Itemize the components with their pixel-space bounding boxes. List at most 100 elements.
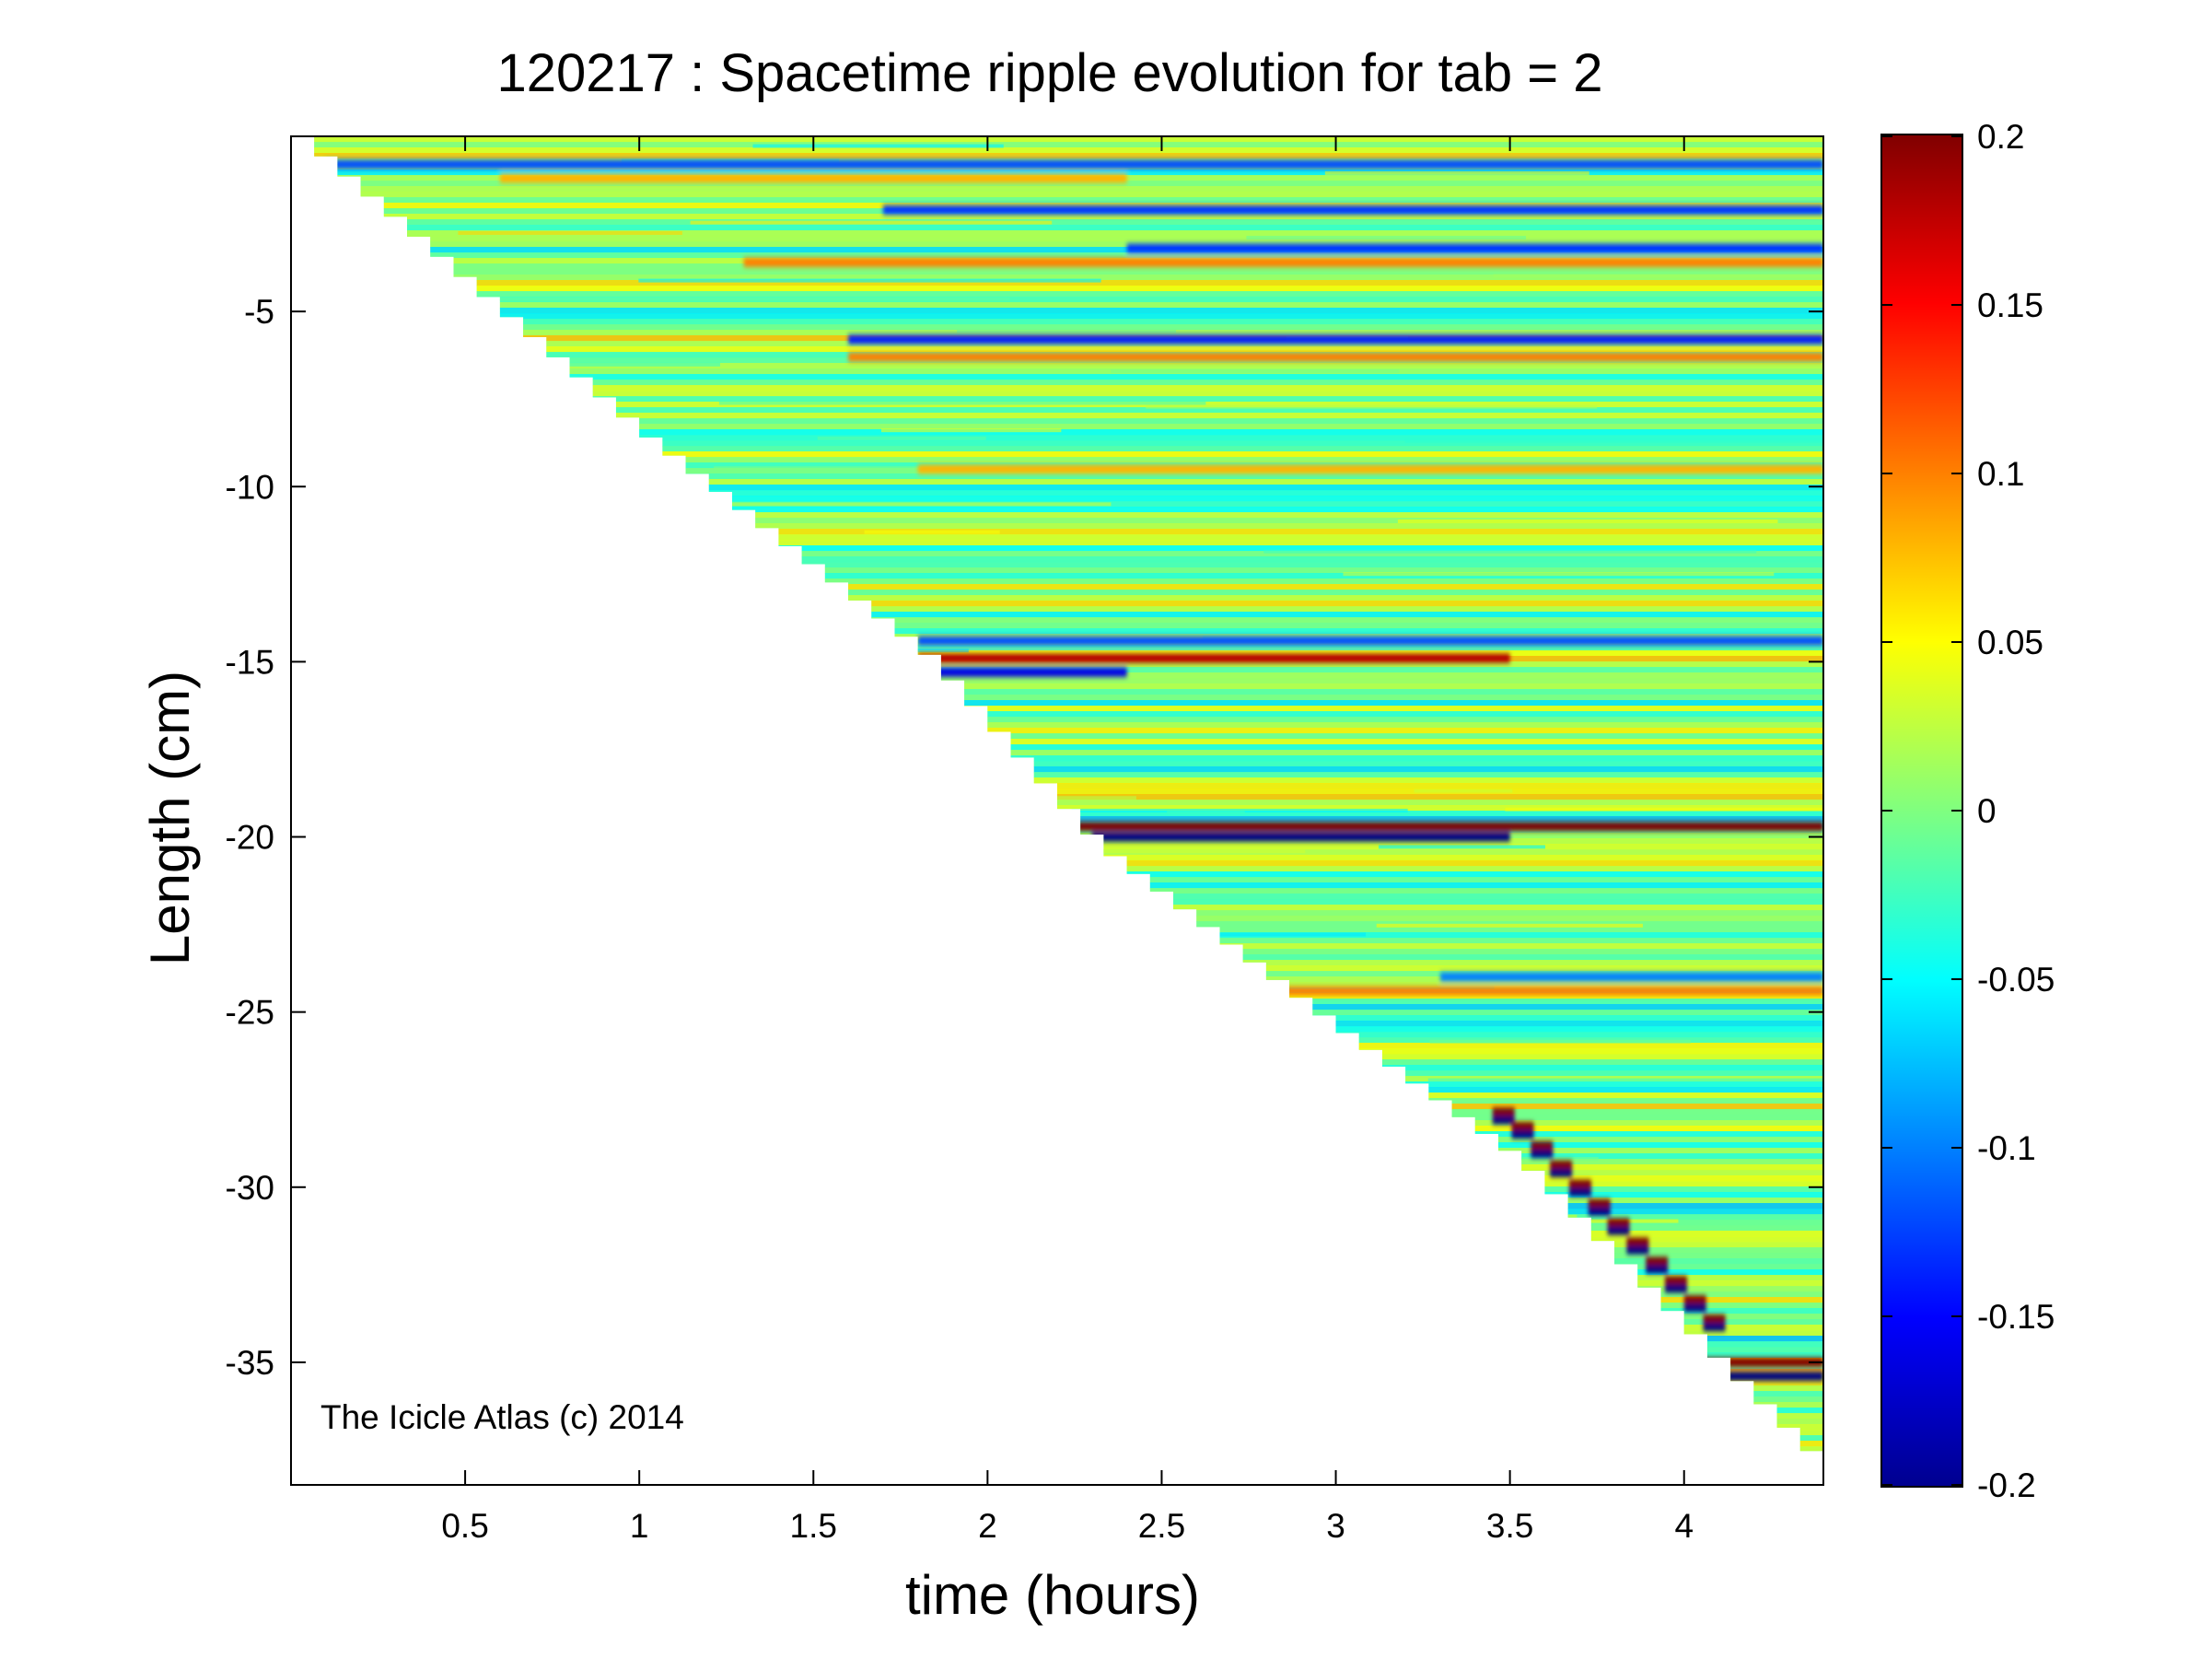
ripple-blob (1511, 1130, 1534, 1139)
ripple-streak (880, 428, 1062, 433)
colorbar-tick-label: 0.2 (1977, 118, 2024, 156)
ripple-streak (1429, 1039, 1691, 1044)
ripple-stripe (291, 236, 1823, 242)
ripple-stripe (291, 407, 1823, 414)
ripple-streak (534, 1084, 991, 1089)
ripple-streak (329, 733, 845, 738)
ripple-stripe (291, 661, 1823, 668)
ripple-streak (714, 466, 1008, 471)
ripple-streak (1041, 1335, 1216, 1339)
ripple-stripe (291, 313, 1823, 320)
ripple-stripe (291, 1021, 1823, 1027)
x-tick-label: 4 (1674, 1507, 1694, 1545)
ripple-stripe (291, 683, 1823, 690)
ripple-stripe (291, 275, 1823, 281)
ripple-stripe (291, 446, 1823, 452)
ripple-stripe (291, 1314, 1823, 1320)
x-axis-label: time (hours) (905, 1564, 1200, 1626)
ripple-stripe (291, 689, 1823, 695)
ripple-streak (1146, 404, 1598, 409)
ripple-stripe (291, 1120, 1823, 1127)
ripple-stripe (291, 324, 1823, 331)
y-tick-label: -25 (226, 994, 274, 1032)
ripple-stripe (291, 1225, 1823, 1232)
ripple-stripe (291, 540, 1823, 546)
ripple-streak (479, 297, 1010, 301)
ripple-stripe (291, 319, 1823, 325)
ripple-stripe (291, 905, 1823, 911)
ripple-band (1701, 1357, 1823, 1367)
ripple-stripe (291, 302, 1823, 309)
ripple-blob (1607, 1226, 1630, 1235)
ripple-streak (814, 707, 925, 711)
ripple-streak (322, 882, 544, 887)
plot-frame (290, 135, 1824, 1486)
ripple-streak (561, 648, 969, 653)
ripple-stripe (291, 1048, 1823, 1055)
ripple-stripe (291, 1463, 1823, 1469)
colorbar-tick-label: 0.15 (1977, 286, 2043, 324)
ripple-stripe (291, 612, 1823, 618)
ripple-stripe (291, 783, 1823, 789)
ripple-stripe (291, 1457, 1823, 1464)
ripple-band (917, 464, 1823, 474)
ripple-streak (817, 436, 986, 440)
ripple-streak (1414, 789, 1513, 793)
ripple-stripe (291, 805, 1823, 812)
ripple-stripe (291, 507, 1823, 513)
colorbar-tick-label: -0.1 (1977, 1129, 2036, 1167)
ripple-stripe (291, 1468, 1823, 1475)
ripple-blob (1531, 1140, 1554, 1150)
ripple-stripe (291, 1336, 1823, 1342)
ripple-band (1440, 972, 1823, 982)
ripple-stripe (291, 1374, 1823, 1381)
ripple-stripe (291, 1175, 1823, 1182)
ripple-streak (567, 1168, 713, 1173)
ripple-streak (322, 943, 562, 948)
ripple-stripe (291, 169, 1823, 176)
ripple-streak (1117, 1445, 1412, 1450)
colorbar-ticks: 0.2 0.15 0.1 0.05 0 -0.05 -0.1 -0.15 -0.2 (1881, 118, 2055, 1504)
ripple-streak (341, 919, 848, 924)
ripple-stripe (291, 899, 1823, 905)
ripple-stripe (291, 943, 1823, 950)
ripple-stripe (291, 496, 1823, 502)
ripple-stripe (291, 551, 1823, 557)
ripple-stripe (291, 877, 1823, 883)
ripple-stripe (291, 1010, 1823, 1016)
ripple-streak (1427, 1078, 1823, 1082)
colorbar-tick-label: 0 (1977, 792, 1997, 830)
ripple-streak (1324, 170, 1589, 175)
ripple-streak (1376, 923, 1643, 928)
y-tick-label: -30 (226, 1169, 274, 1207)
ripple-stripe (291, 1054, 1823, 1060)
ripple-band (499, 173, 1127, 183)
ripple-stripe (291, 1358, 1823, 1364)
ripple-stripe (291, 954, 1823, 961)
ripple-stripe (291, 1026, 1823, 1033)
ripple-stripe (291, 529, 1823, 535)
ripple-stripe (291, 1092, 1823, 1099)
ripple-stripe (291, 512, 1823, 519)
colorbar (1880, 134, 1963, 1488)
ripple-stripe (291, 1186, 1823, 1193)
ripple-streak (1094, 1327, 1332, 1332)
ripple-features (325, 159, 1823, 1382)
ripple-band (743, 257, 1823, 267)
ripple-streak (1505, 807, 1823, 812)
y-tick-label: -10 (226, 468, 274, 506)
ripple-stripe (291, 136, 1823, 143)
ripple-stripe (291, 1131, 1823, 1138)
ripple-stripe (291, 368, 1823, 375)
ripple-streak (568, 1091, 771, 1095)
ripple-stripe (291, 578, 1823, 585)
ripple-stripe (291, 1319, 1823, 1326)
ripple-streak (1379, 845, 1546, 849)
ripple-stripe (291, 1474, 1823, 1475)
y-axis-label: Length (cm) (139, 671, 201, 965)
ripple-stripe (291, 490, 1823, 497)
ripple-stripe (291, 413, 1823, 419)
ripple-stripe (291, 1192, 1823, 1198)
copyright-annotation: The Icicle Atlas (c) 2014 (320, 1398, 684, 1436)
ripple-streak (795, 1052, 876, 1057)
